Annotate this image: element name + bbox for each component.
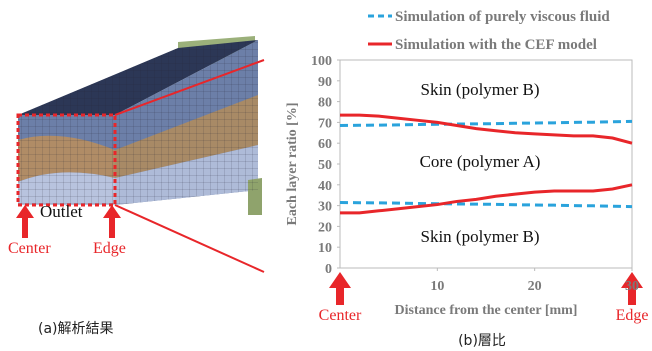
series-line: [340, 202, 632, 206]
label: Center: [8, 240, 51, 257]
y-tick-label: 60: [318, 137, 332, 152]
caption: (b)層比: [458, 333, 506, 349]
annotation: Core (polymer A): [420, 152, 541, 171]
y-tick-label: 100: [311, 54, 332, 69]
y-tick-label: 80: [318, 96, 332, 111]
y-tick-label: 30: [318, 200, 332, 215]
y-tick-label: 10: [318, 241, 332, 256]
series-line: [340, 115, 632, 143]
arrow: [329, 272, 351, 305]
y-tick-label: 40: [318, 179, 332, 194]
x-tick-label: 20: [528, 279, 542, 294]
y-tick-label: 0: [325, 262, 332, 277]
annotation: Skin (polymer B): [421, 227, 540, 246]
x-tick-label: 30: [625, 279, 639, 294]
annotation: Skin (polymer B): [421, 80, 540, 99]
caption: (a)解析結果: [38, 321, 114, 337]
series-line: [340, 185, 632, 213]
y-tick-label: 50: [318, 158, 332, 173]
figure: Outlet Center Edge (a)解析結果 Each layer ra…: [0, 0, 652, 351]
mesh-model: [16, 36, 264, 272]
label: Edge: [93, 240, 126, 257]
annotation: Center: [319, 307, 362, 324]
x-axis-label: Distance from the center [mm]: [395, 303, 578, 318]
y-tick-label: 90: [318, 75, 332, 90]
legend-label: Simulation of purely viscous fluid: [395, 9, 610, 25]
label: Outlet: [40, 202, 83, 221]
y-tick-label: 70: [318, 116, 332, 131]
legend-label: Simulation with the CEF model: [395, 37, 597, 53]
y-tick-label: 20: [318, 220, 332, 235]
annotation: Edge: [616, 307, 649, 324]
x-tick-label: 10: [430, 279, 444, 294]
series-line: [340, 121, 632, 125]
y-axis-label: Each layer ratio [%]: [285, 103, 300, 226]
